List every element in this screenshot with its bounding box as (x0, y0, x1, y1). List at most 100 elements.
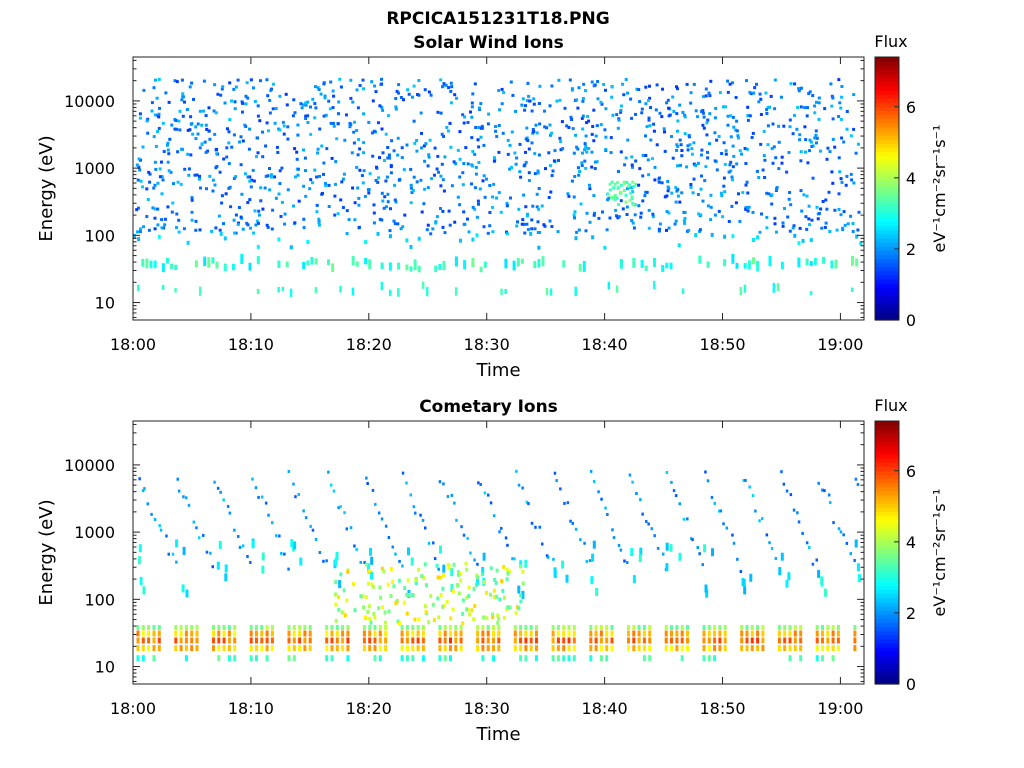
colorbar-swatch (875, 597, 899, 603)
spectrogram-cell (605, 637, 609, 644)
spectrogram-cell (631, 180, 635, 184)
spectrogram-cell (325, 625, 329, 630)
spectrogram-cell (516, 258, 520, 267)
spectrogram-cell (557, 78, 561, 82)
spectrogram-cell (387, 536, 391, 539)
spectrogram-cell (306, 260, 310, 266)
spectrogram-cell (460, 525, 463, 529)
spectrogram-cell (398, 621, 401, 626)
spectrogram-cell (378, 637, 382, 644)
spectrogram-cell (500, 526, 503, 530)
spectrogram-cell (686, 148, 690, 152)
spectrogram-cell (589, 469, 593, 473)
spectrogram-cell (459, 578, 463, 583)
spectrogram-cell (243, 123, 247, 127)
spectrogram-cell (266, 174, 270, 178)
spectrogram-cell (475, 582, 478, 587)
spectrogram-cell (817, 101, 821, 105)
spectrogram-cell (603, 245, 607, 250)
spectrogram-cell (438, 264, 442, 270)
spectrogram-cell (761, 645, 765, 652)
spectrogram-cell (680, 154, 684, 158)
spectrogram-cell (789, 203, 793, 207)
spectrogram-cell (188, 128, 192, 132)
spectrogram-cell (505, 204, 509, 208)
spectrogram-cell (686, 645, 689, 652)
spectrogram-cell (387, 153, 391, 157)
spectrogram-cell (731, 253, 735, 264)
spectrogram-cell (449, 89, 453, 93)
spectrogram-cell (738, 149, 742, 153)
spectrogram-cell (207, 257, 211, 268)
spectrogram-cell (844, 183, 848, 187)
spectrogram-cell (212, 637, 215, 644)
spectrogram-cell (754, 509, 757, 513)
spectrogram-cell (726, 90, 730, 94)
spectrogram-cell (405, 625, 409, 630)
spectrogram-cell (691, 191, 695, 195)
spectrogram-cell (386, 192, 390, 196)
spectrogram-cell (285, 103, 289, 107)
spectrogram-cell (424, 142, 428, 146)
spectrogram-cell (271, 208, 275, 212)
spectrogram-cell (533, 227, 537, 231)
spectrogram-cell (834, 259, 838, 269)
spectrogram-cell (856, 483, 860, 486)
spectrogram-cell (220, 201, 224, 205)
spectrogram-cell (486, 645, 490, 652)
spectrogram-cell (825, 207, 829, 211)
spectrogram-cell (386, 582, 390, 587)
spectrogram-cell (171, 552, 175, 556)
spectrogram-cell (670, 135, 673, 138)
spectrogram-cell (292, 637, 296, 644)
spectrogram-cell (842, 210, 846, 214)
colorbar-frame (874, 56, 900, 321)
spectrogram-cell (483, 261, 487, 268)
spectrogram-cell (443, 655, 447, 662)
colorbar-swatch (875, 679, 899, 685)
spectrogram-cell (842, 140, 846, 144)
spectrogram-cell (371, 154, 375, 158)
spectrogram-cell (652, 122, 656, 126)
spectrogram-cell (675, 112, 679, 116)
spectrogram-cell (747, 205, 751, 209)
spectrogram-cell (361, 181, 365, 185)
spectrogram-cell (543, 109, 546, 113)
spectrogram-cell (387, 609, 391, 614)
spectrogram-cell (405, 481, 408, 485)
spectrogram-cell (604, 88, 607, 92)
spectrogram-cell (521, 569, 525, 574)
spectrogram-cell (791, 226, 795, 230)
spectrogram-cell (282, 132, 286, 136)
spectrogram-cell (339, 198, 343, 202)
spectrogram-cell (458, 157, 462, 161)
spectrogram-cell (327, 183, 331, 187)
spectrogram-cell (591, 125, 595, 128)
spectrogram-cell (518, 564, 522, 569)
spectrogram-cell (819, 149, 822, 153)
colorbar-swatch (875, 462, 899, 467)
spectrogram-cell (646, 158, 650, 162)
spectrogram-cell (287, 470, 291, 473)
spectrogram-cell (342, 588, 346, 593)
spectrogram-cell (761, 517, 764, 520)
spectrogram-cell (411, 645, 415, 652)
spectrogram-cell (516, 220, 519, 224)
spectrogram-cell (585, 559, 589, 563)
spectrogram-cell (452, 160, 456, 164)
spectrogram-cell (630, 195, 634, 199)
spectrogram-cell (548, 219, 552, 223)
spectrogram-cell (574, 236, 578, 241)
spectrogram-cell (660, 115, 664, 119)
colorbar-swatch (875, 237, 899, 243)
spectrogram-cell (623, 559, 626, 563)
spectrogram-cell (592, 84, 596, 88)
spectrogram-cell (369, 620, 373, 625)
spectrogram-cell (705, 121, 709, 125)
spectrogram-cell (529, 630, 533, 637)
spectrogram-cell (464, 561, 468, 566)
spectrogram-cell (179, 637, 183, 644)
spectrogram-cell (411, 189, 415, 193)
